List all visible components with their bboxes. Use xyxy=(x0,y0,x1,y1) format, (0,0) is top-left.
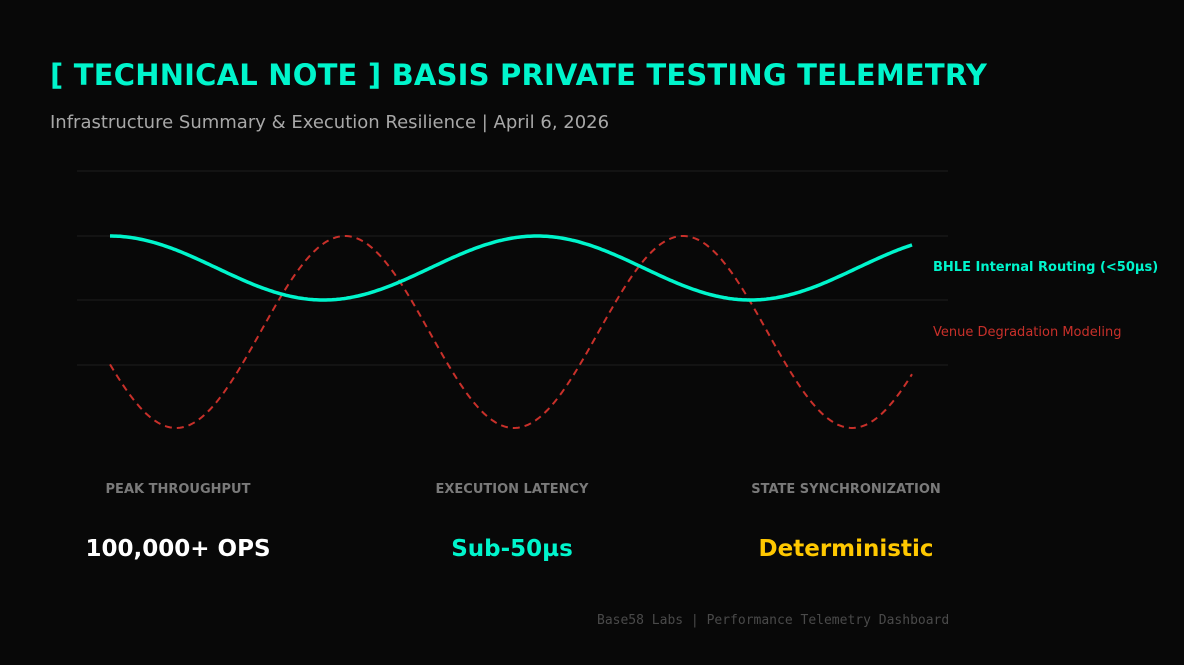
metric-label-throughput: PEAK THROUGHPUT xyxy=(105,482,251,497)
footer-credit: Base58 Labs | Performance Telemetry Dash… xyxy=(597,613,950,628)
venue-degradation-line xyxy=(109,235,913,430)
metric-label-sync: STATE SYNCHRONIZATION xyxy=(751,482,941,497)
metric-label-latency: EXECUTION LATENCY xyxy=(435,482,589,497)
page-subtitle: Infrastructure Summary & Execution Resil… xyxy=(50,112,610,133)
metric-value-sync: Deterministic xyxy=(758,536,934,562)
page-title: [ TECHNICAL NOTE ] BASIS PRIVATE TESTING… xyxy=(50,58,988,92)
chart-gridlines xyxy=(77,170,948,366)
metric-value-throughput: 100,000+ OPS xyxy=(85,536,271,562)
legend-bhle-routing: BHLE Internal Routing (<50µs) xyxy=(933,260,1159,275)
legend-venue-degradation: Venue Degradation Modeling xyxy=(933,325,1122,340)
metric-value-latency: Sub-50µs xyxy=(451,536,573,562)
bhle-routing-line xyxy=(110,234,913,302)
